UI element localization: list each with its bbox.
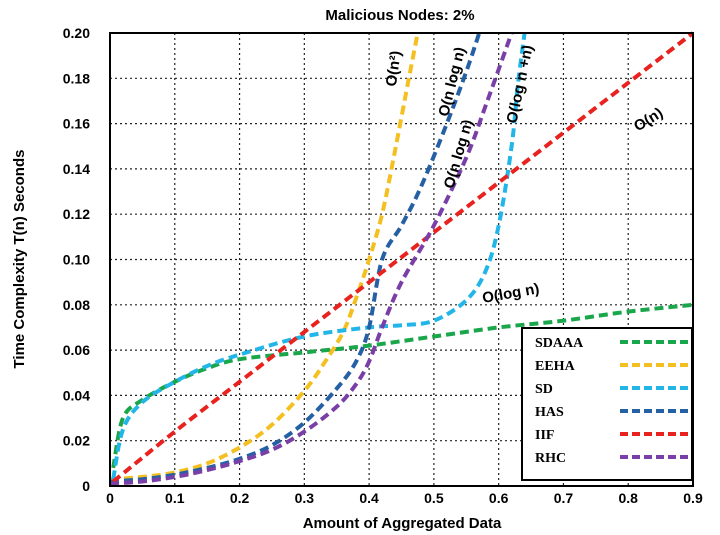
series-line-sd [111,32,527,480]
series-line-iif [111,31,695,484]
annotations: O(n²) O(n log n) O(log n +n) O(n)O(n log n)… [383,43,666,306]
legend: SDAAA EEHA SD HAS IIF RHC [521,327,693,481]
y-tick-label: 0.18 [63,70,90,86]
x-tick-label: 0.9 [683,490,703,506]
plot-frame [109,32,694,487]
x-tick-label: 0.7 [554,490,574,506]
legend-label: IIF [535,428,554,443]
x-tick-label: 0.8 [618,490,638,506]
x-axis-label: Amount of Aggregated Data [303,515,502,532]
curve-annotation: O(n²) [383,50,405,88]
legend-label: SD [535,382,553,397]
x-tick-label: 0.2 [230,490,250,506]
legend-label: EEHA [535,359,576,374]
y-tick-label: 0.08 [63,297,90,313]
legend-label: RHC [535,451,566,466]
y-tick-label: 0.20 [63,25,90,41]
x-tick-label: 0.4 [359,490,379,506]
y-tick-label: 0.10 [63,252,90,268]
curve-annotation: O(log n) [481,280,541,307]
series-line-eeha [109,32,420,482]
y-tick-label: 0.12 [63,206,90,222]
legend-box [521,327,693,481]
curve-annotation: O(n) [631,104,666,135]
y-tick-label: 0.04 [63,387,90,403]
y-tick-label: 0.06 [63,342,90,358]
y-axis-label: Time Complexity T(n) Seconds [11,150,28,369]
curve-annotation: O(log n +n) [504,43,537,124]
ticks: 0 0.1 0.2 0.3 0.4 0.5 0.6 0.7 0.8 0.9 0 0.02 0.04 0.0… [63,25,703,506]
x-tick-label: 0.6 [489,490,509,506]
x-tick-label: 0.5 [424,490,444,506]
x-tick-label: 0.3 [295,490,315,506]
y-tick-label: 0.16 [63,116,90,132]
chart-title: Malicious Nodes: 2% [325,7,474,24]
series-line-has [109,32,482,484]
legend-label: SDAAA [535,336,584,351]
series-group [109,31,695,486]
legend-label: HAS [535,405,564,420]
y-tick-label: 0.14 [63,161,90,177]
x-tick-label: 0.1 [165,490,185,506]
x-tick-label: 0 [106,490,114,506]
series-line-rhc [109,32,514,486]
y-tick-label: 0.02 [63,433,90,449]
y-tick-label: 0 [82,478,90,494]
